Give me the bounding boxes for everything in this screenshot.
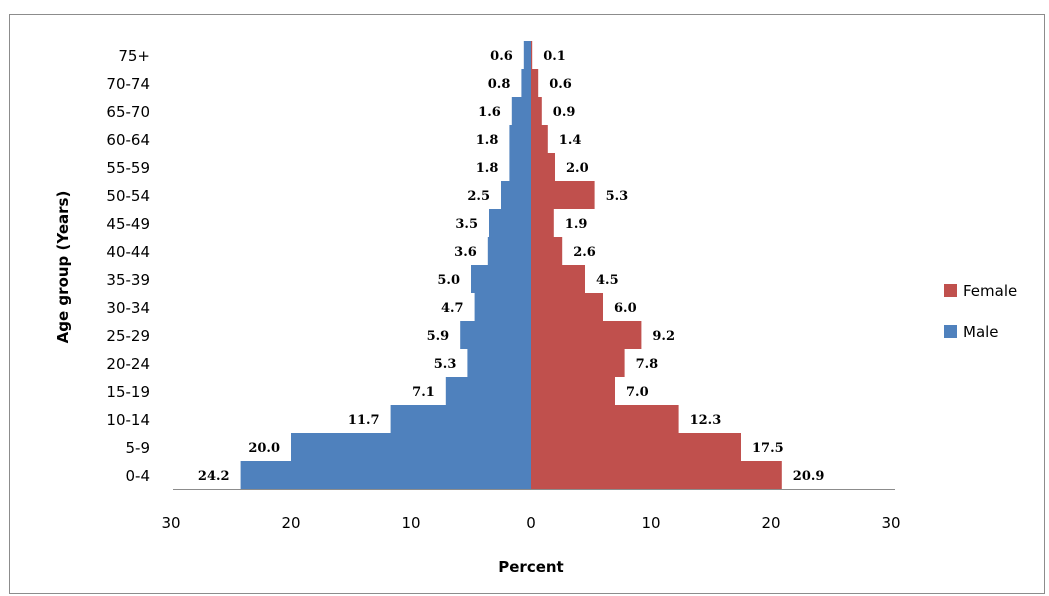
category-label-0-4: 0-4	[126, 467, 151, 485]
data-label-female-40-44: 2.6	[573, 245, 596, 260]
data-label-male-30-34: 4.7	[441, 301, 464, 316]
category-label-75+: 75+	[118, 47, 150, 65]
bar-male-40-44	[487, 237, 531, 265]
legend-swatch-male	[944, 325, 957, 338]
data-label-male-20-24: 5.3	[434, 357, 457, 372]
category-label-55-59: 55-59	[106, 159, 150, 177]
y-axis-title: Age group (Years)	[54, 191, 72, 344]
bar-male-35-39	[471, 265, 531, 293]
category-label-70-74: 70-74	[106, 75, 150, 93]
data-label-female-50-54: 5.3	[606, 189, 629, 204]
data-label-female-10-14: 12.3	[690, 413, 722, 428]
bar-female-50-54	[531, 181, 595, 209]
bar-male-75+	[523, 41, 531, 69]
data-label-female-60-64: 1.4	[559, 133, 582, 148]
data-label-male-35-39: 5.0	[437, 273, 460, 288]
legend-swatch-female	[944, 284, 957, 297]
data-label-female-55-59: 2.0	[566, 161, 589, 176]
bar-female-65-70	[531, 97, 542, 125]
data-label-female-45-49: 1.9	[565, 217, 588, 232]
x-axis-title: Percent	[498, 558, 563, 576]
bar-male-70-74	[521, 69, 531, 97]
category-label-60-64: 60-64	[106, 131, 150, 149]
bar-female-20-24	[531, 349, 625, 377]
bar-male-55-59	[509, 153, 531, 181]
bar-male-15-19	[445, 377, 531, 405]
bar-female-35-39	[531, 265, 585, 293]
category-label-5-9: 5-9	[126, 439, 151, 457]
category-labels-layer: 0-4 5-9 10-14 15-19 20-24 25-29 30-34 35-39 40-4…	[106, 47, 150, 485]
bar-female-70-74	[531, 69, 539, 97]
category-label-20-24: 20-24	[106, 355, 150, 373]
bar-male-60-64	[509, 125, 531, 153]
bar-female-5-9	[531, 433, 741, 461]
bar-female-25-29	[531, 321, 642, 349]
category-label-45-49: 45-49	[106, 215, 150, 233]
bar-female-40-44	[531, 237, 563, 265]
data-label-male-75+: 0.6	[490, 49, 513, 64]
x-tick-label: 20	[761, 514, 780, 532]
bar-male-65-70	[511, 97, 531, 125]
category-label-15-19: 15-19	[106, 383, 150, 401]
x-tick-label: 30	[881, 514, 900, 532]
data-label-female-75+: 0.1	[543, 49, 566, 64]
category-label-65-70: 65-70	[106, 103, 150, 121]
data-label-female-0-4: 20.9	[793, 469, 825, 484]
data-label-male-50-54: 2.5	[467, 189, 490, 204]
category-label-30-34: 30-34	[106, 299, 150, 317]
category-label-40-44: 40-44	[106, 243, 150, 261]
bar-female-30-34	[531, 293, 603, 321]
data-label-male-25-29: 5.9	[427, 329, 450, 344]
category-label-35-39: 35-39	[106, 271, 150, 289]
data-label-male-65-70: 1.6	[478, 105, 501, 120]
data-label-male-10-14: 11.7	[348, 413, 380, 428]
data-label-male-45-49: 3.5	[455, 217, 478, 232]
legend: Female Male	[944, 282, 1017, 341]
x-tick-labels-layer: 30 20 10 0 10 20 30	[161, 514, 900, 532]
data-label-female-65-70: 0.9	[553, 105, 576, 120]
data-label-female-70-74: 0.6	[549, 77, 572, 92]
category-label-25-29: 25-29	[106, 327, 150, 345]
bar-male-50-54	[501, 181, 531, 209]
bar-male-30-34	[474, 293, 531, 321]
bar-male-25-29	[460, 321, 531, 349]
bar-female-45-49	[531, 209, 554, 237]
data-label-female-35-39: 4.5	[596, 273, 619, 288]
bar-female-10-14	[531, 405, 679, 433]
bars-layer	[240, 41, 782, 489]
bar-female-60-64	[531, 125, 548, 153]
data-label-female-30-34: 6.0	[614, 301, 637, 316]
data-label-female-15-19: 7.0	[626, 385, 649, 400]
x-tick-label: 10	[641, 514, 660, 532]
data-label-male-15-19: 7.1	[412, 385, 435, 400]
data-label-female-5-9: 17.5	[752, 441, 784, 456]
bar-female-0-4	[531, 461, 782, 489]
data-label-male-55-59: 1.8	[476, 161, 499, 176]
data-label-male-40-44: 3.6	[454, 245, 477, 260]
bar-male-45-49	[489, 209, 531, 237]
x-tick-label: 20	[281, 514, 300, 532]
legend-label-female: Female	[963, 282, 1017, 300]
bar-female-75+	[531, 41, 533, 69]
data-label-male-60-64: 1.8	[476, 133, 499, 148]
bar-male-10-14	[390, 405, 531, 433]
bar-male-0-4	[240, 461, 531, 489]
data-label-male-0-4: 24.2	[198, 469, 230, 484]
data-labels-layer: 24.2 20.9 20.0 17.5 11.7 12.3 7.1 7.0 5.3 7.8 5.9 9…	[198, 49, 825, 484]
x-tick-label: 10	[401, 514, 420, 532]
data-label-female-20-24: 7.8	[636, 357, 659, 372]
bar-female-15-19	[531, 377, 615, 405]
legend-label-male: Male	[963, 323, 999, 341]
bar-female-55-59	[531, 153, 555, 181]
x-tick-label: 30	[161, 514, 180, 532]
x-tick-label: 0	[526, 514, 536, 532]
data-label-female-25-29: 9.2	[652, 329, 675, 344]
category-label-50-54: 50-54	[106, 187, 150, 205]
category-label-10-14: 10-14	[106, 411, 150, 429]
data-label-male-5-9: 20.0	[248, 441, 280, 456]
bar-male-5-9	[291, 433, 531, 461]
bar-male-20-24	[467, 349, 531, 377]
data-label-male-70-74: 0.8	[488, 77, 511, 92]
